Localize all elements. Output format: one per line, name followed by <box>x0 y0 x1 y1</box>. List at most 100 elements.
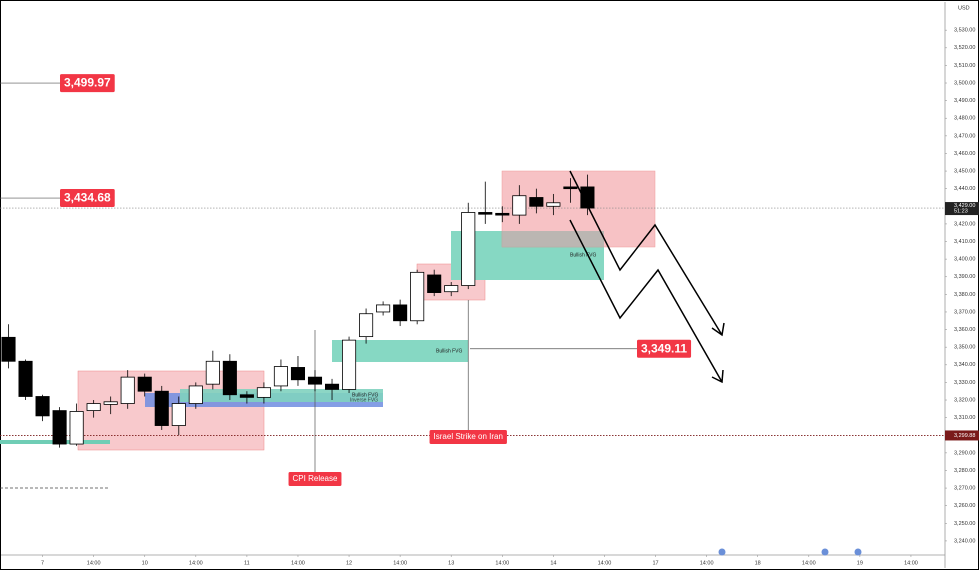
price-level-box <box>60 189 115 208</box>
y-tick-label: 3,500.00 <box>954 80 975 86</box>
candle-body <box>393 304 408 322</box>
zone-label: Bullish FVG <box>436 348 463 354</box>
x-tick-label: 14:00 <box>904 560 918 566</box>
y-tick-label: 3,320.00 <box>954 397 975 403</box>
x-tick-label: 14:00 <box>393 560 407 566</box>
y-tick-label: 3,530.00 <box>954 28 975 34</box>
candle-body <box>324 383 340 390</box>
y-tick-label: 3,470.00 <box>954 133 975 139</box>
zone-label: Bullish FVG <box>352 392 379 398</box>
y-tick-label: 3,340.00 <box>954 362 975 368</box>
candle-body <box>410 271 425 322</box>
y-tick-label: 3,400.00 <box>954 257 975 263</box>
candle-body <box>495 212 510 216</box>
candle-body <box>563 186 578 190</box>
y-tick-label: 3,420.00 <box>954 221 975 227</box>
y-tick-label: 3,410.00 <box>954 239 975 245</box>
event-box <box>429 430 507 444</box>
candle-body <box>69 411 84 445</box>
y-tick-label: 3,370.00 <box>954 309 975 315</box>
x-tick-label: 14:00 <box>189 560 203 566</box>
y-tick-label: 3,270.00 <box>954 486 975 492</box>
y-tick-label: 3,390.00 <box>954 274 975 280</box>
candle-body <box>205 360 220 385</box>
event-box <box>288 472 342 486</box>
flag-icons <box>718 548 862 556</box>
currency: USD <box>958 5 970 11</box>
candle-body <box>18 360 33 397</box>
y-tick-label: 3,350.00 <box>954 345 975 351</box>
y-tick-label: 3,290.00 <box>954 450 975 456</box>
zone-label: Bullish FVG <box>570 252 597 258</box>
marked-level-label: 3,299.88 <box>954 433 975 439</box>
candle-body <box>52 410 67 445</box>
x-tick-label: 14:00 <box>495 560 509 566</box>
event-label: CPI Release <box>293 474 338 483</box>
candle-body <box>273 366 288 387</box>
candle-body <box>359 313 374 338</box>
price-level-box <box>60 74 115 93</box>
y-tick-label: 3,250.00 <box>954 521 975 527</box>
zone <box>502 231 604 247</box>
event-label: Israel Strike on Iran <box>434 432 503 441</box>
x-tick-label: 11 <box>244 560 250 566</box>
y-tick-label: 3,240.00 <box>954 538 975 544</box>
price-level-label: 3,434.68 <box>64 191 111 205</box>
last-price-box <box>945 202 979 216</box>
candle-body <box>120 376 135 404</box>
marked-level-box <box>945 430 979 441</box>
candle-body <box>342 339 357 390</box>
y-tick-label: 3,490.00 <box>954 98 975 104</box>
x-tick-label: 14:00 <box>87 560 101 566</box>
price-level-label: 3,499.97 <box>64 76 111 90</box>
y-tick-label: 3,280.00 <box>954 468 975 474</box>
x-tick-label: 12 <box>346 560 352 566</box>
candle-body <box>256 387 271 398</box>
y-tick-label: 3,480.00 <box>954 116 975 122</box>
y-tick-label: 3,310.00 <box>954 415 975 421</box>
y-tick-label: 3,260.00 <box>954 503 975 509</box>
x-tick-label: 7 <box>41 560 44 566</box>
candle-body <box>512 195 527 216</box>
candle-body <box>376 304 391 313</box>
x-tick-label: 14:00 <box>802 560 816 566</box>
x-tick-label: 18 <box>755 560 761 566</box>
candle-body <box>444 285 459 293</box>
y-tick-label: 3,450.00 <box>954 169 975 175</box>
candle-body <box>35 396 50 417</box>
candle-body <box>546 202 561 207</box>
last-price-label: 3,429.00 <box>954 203 975 209</box>
candle-body <box>427 274 442 293</box>
zone-label: Inverse FVG <box>350 397 378 403</box>
candle-body <box>154 390 169 426</box>
y-tick-label: 3,360.00 <box>954 327 975 333</box>
x-tick-label: 14 <box>550 560 556 566</box>
candle-body <box>1 336 16 362</box>
y-tick-label: 3,520.00 <box>954 45 975 51</box>
candle-body <box>222 360 237 396</box>
y-tick-label: 3,380.00 <box>954 292 975 298</box>
y-tick-label: 3,330.00 <box>954 380 975 386</box>
price-level-box <box>637 339 692 358</box>
candle-body <box>478 212 493 215</box>
zone <box>332 340 468 362</box>
candle-body <box>290 367 306 381</box>
candle-body <box>188 385 203 404</box>
candle-body <box>171 403 186 426</box>
x-tick-label: 19 <box>857 560 863 566</box>
candle-body <box>103 401 118 405</box>
candle-body <box>580 186 595 209</box>
projection-arrows <box>569 170 725 384</box>
candle-body <box>86 403 101 411</box>
x-tick-label: 14:00 <box>291 560 305 566</box>
y-tick-label: 3,460.00 <box>954 151 975 157</box>
countdown: 51:23 <box>954 209 968 215</box>
candle-body <box>137 376 152 392</box>
x-tick-label: 14:00 <box>700 560 714 566</box>
x-tick-label: 13 <box>448 560 454 566</box>
y-tick-label: 3,510.00 <box>954 63 975 69</box>
candle-body <box>461 212 476 286</box>
candle-body <box>307 376 323 385</box>
